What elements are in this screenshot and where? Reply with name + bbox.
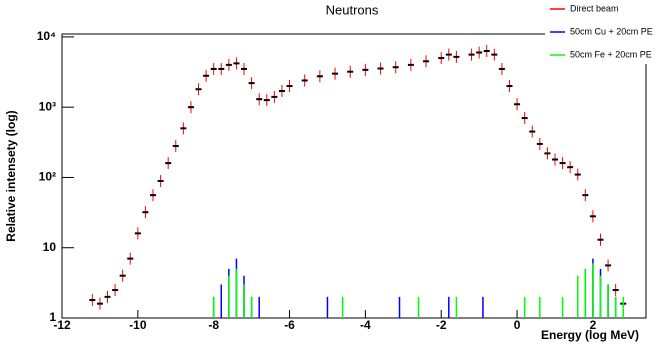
x-tick-label: -12 (53, 318, 71, 332)
legend-label: 50cm Cu + 20cm PE (570, 26, 653, 36)
chart-title: Neutrons (326, 2, 379, 17)
x-tick-label: -2 (436, 318, 447, 332)
x-tick-label: -4 (360, 318, 371, 332)
x-tick-label: -10 (129, 318, 147, 332)
plot-frame (61, 33, 647, 319)
y-tick-label: 10³ (39, 99, 56, 113)
legend-label: 50cm Fe + 20cm PE (570, 49, 652, 59)
y-tick-label: 10 (43, 240, 57, 254)
x-tick-label: 2 (590, 318, 597, 332)
y-tick-label: 1 (49, 310, 56, 324)
x-tick-label: -6 (284, 318, 295, 332)
x-axis-label: Energy (log MeV) (541, 328, 639, 342)
y-tick-label: 10⁴ (37, 29, 56, 43)
y-axis-label: Relative intensety (log) (4, 110, 18, 241)
legend-label: Direct beam (570, 3, 619, 13)
x-tick-label: 0 (514, 318, 521, 332)
x-tick-label: -8 (208, 318, 219, 332)
y-tick-label: 10² (39, 170, 56, 184)
